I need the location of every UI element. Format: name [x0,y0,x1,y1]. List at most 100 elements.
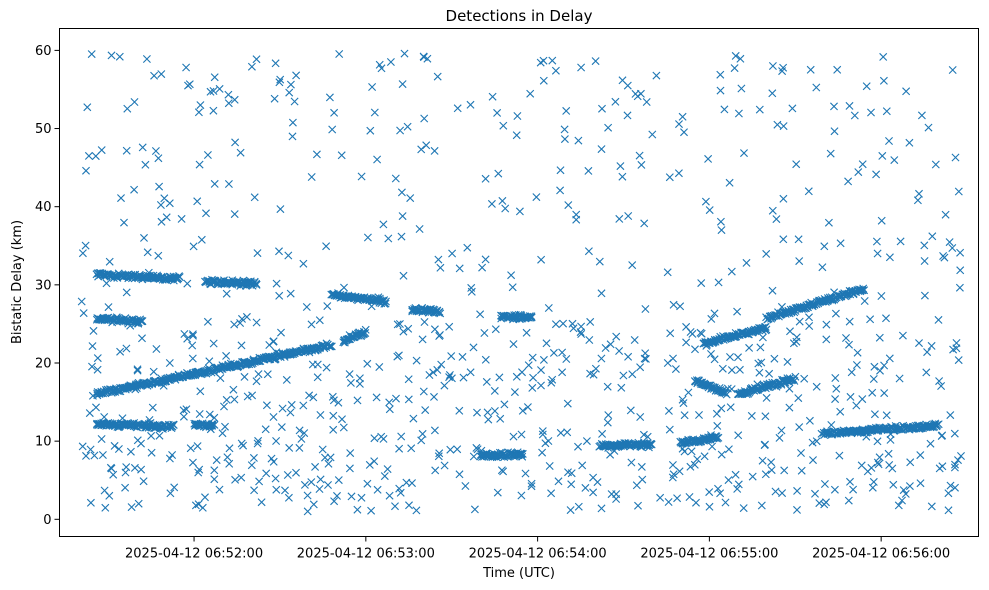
data-point [406,194,415,203]
data-point [86,445,95,454]
data-point [375,363,384,371]
data-point [597,289,606,298]
data-point [230,320,239,329]
data-point [513,112,522,120]
data-point [363,479,372,488]
data-point [597,145,606,154]
data-point [269,337,278,346]
data-point [811,489,819,498]
data-point [345,370,354,379]
data-point [148,403,157,412]
data-point [572,215,581,224]
data-point [794,394,803,403]
data-point [713,421,722,430]
data-point [547,489,556,498]
data-point [110,441,119,450]
data-point [236,148,245,157]
data-point [711,432,720,441]
data-point [548,375,557,384]
data-point [405,501,413,510]
data-point [562,355,571,363]
data-point [239,441,248,450]
data-point [916,451,925,460]
data-point [886,430,895,439]
data-point [795,257,804,266]
data-point [435,307,444,316]
data-point [170,483,179,492]
data-point [177,214,186,223]
data-point [538,448,547,457]
data-point [429,368,438,377]
data-point [209,87,218,95]
data-point [175,273,184,282]
data-point [938,462,947,471]
data-point [447,352,456,361]
data-point [330,497,339,506]
data-point [691,345,699,354]
data-point [954,356,963,365]
data-point [852,361,861,369]
data-point [322,363,331,372]
data-point [165,359,174,367]
data-point [240,372,249,381]
data-point [870,410,879,419]
data-point [126,447,135,456]
data-point [604,123,613,132]
data-point [326,342,335,351]
data-point [385,398,394,407]
data-point [542,339,551,348]
data-point [466,100,475,109]
data-point [189,331,197,340]
data-point [701,197,710,206]
data-point [346,378,355,387]
data-point [490,407,499,415]
y-tick-label: 60 [35,44,52,59]
data-point [731,470,740,479]
data-point [747,411,756,420]
data-point [773,120,782,129]
data-point [303,507,312,516]
data-point [779,235,788,244]
data-point [285,443,294,452]
data-point [307,173,316,181]
data-point [165,199,174,208]
data-point [726,353,734,361]
data-point [144,268,153,277]
data-point [418,335,427,344]
data-point [372,393,381,402]
data-point [736,54,745,63]
data-point [758,333,767,342]
data-point [169,420,178,429]
data-point [626,406,635,415]
data-point [761,470,770,479]
data-point [731,51,740,60]
data-point [218,429,227,438]
data-point [873,458,882,467]
data-point [354,331,363,340]
data-point [300,480,309,489]
data-point [145,416,154,424]
data-point [250,193,259,202]
data-point [812,83,821,92]
data-point [858,286,867,295]
data-point [453,104,462,113]
data-point [598,429,607,438]
data-point [284,251,293,260]
data-point [877,292,886,300]
data-point [277,423,286,432]
data-point [275,247,283,256]
data-point [280,352,289,361]
data-point [224,99,233,108]
data-point [225,444,234,453]
data-point [253,249,262,258]
data-point [272,485,281,494]
data-point [86,498,95,507]
data-point [858,160,867,169]
data-point [114,445,123,453]
data-point [417,145,426,154]
data-point [878,151,887,160]
data-point [727,267,736,276]
data-point [276,205,285,214]
x-tick-label: 2025-04-12 06:56:00 [812,547,950,562]
data-point [581,483,590,492]
